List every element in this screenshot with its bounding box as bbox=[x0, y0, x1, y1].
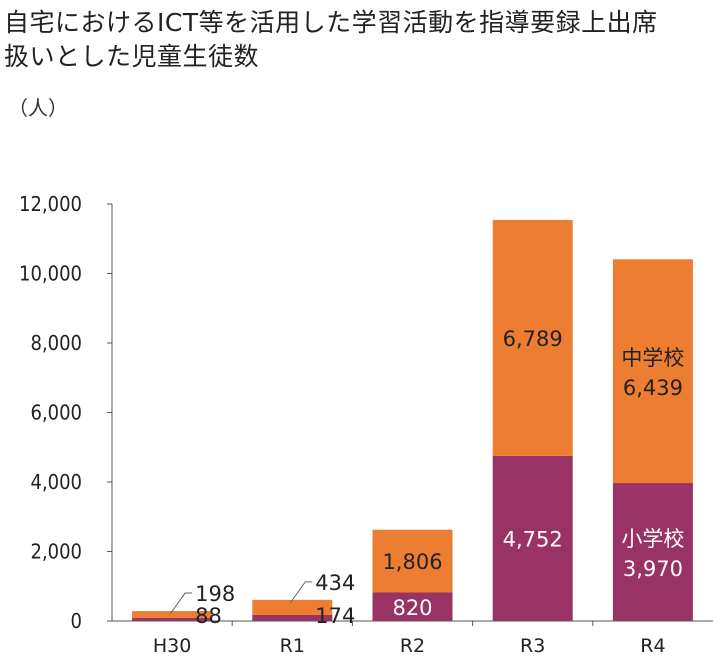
y-tick-label: 12,000 bbox=[19, 192, 82, 216]
x-tick-label: R2 bbox=[400, 635, 425, 657]
data-label-elementary: 174 bbox=[315, 604, 355, 628]
data-label-elementary: 820 bbox=[392, 596, 432, 620]
bar-segment-elementary bbox=[492, 455, 573, 621]
chart-title: 自宅におけるICT等を活用した学習活動を指導要録上出席 扱いとした児童生徒数 bbox=[4, 6, 709, 74]
bar-segment-elementary bbox=[372, 592, 453, 621]
data-label-junior-high: 434 bbox=[315, 571, 355, 595]
bar-segment-junior-high bbox=[252, 599, 333, 615]
data-label-junior-high: 198 bbox=[195, 582, 235, 606]
x-tick-label: R1 bbox=[280, 635, 305, 657]
y-tick-label: 4,000 bbox=[31, 470, 83, 494]
x-tick-label: R3 bbox=[520, 635, 545, 657]
y-tick-label: 2,000 bbox=[31, 540, 83, 564]
bar-segment-elementary bbox=[252, 614, 333, 621]
bar-segment-junior-high bbox=[492, 219, 573, 456]
leader-line bbox=[169, 592, 193, 615]
data-label-elementary: 4,752 bbox=[503, 527, 563, 551]
y-tick-label: 10,000 bbox=[19, 262, 82, 286]
bar-segment-junior-high bbox=[372, 529, 453, 593]
chart-title-line-2: 扱いとした児童生徒数 bbox=[4, 42, 260, 71]
data-label-junior-high: 6,789 bbox=[503, 327, 563, 351]
bar-segment-elementary bbox=[132, 617, 213, 621]
data-label-elementary: 88 bbox=[195, 604, 222, 628]
bar-segment-junior-high bbox=[612, 259, 693, 484]
series-name-elementary: 小学校 bbox=[621, 527, 684, 551]
data-label-elementary: 3,970 bbox=[623, 557, 683, 581]
data-label-junior-high: 1,806 bbox=[382, 550, 442, 574]
bar-segment-elementary bbox=[612, 483, 693, 621]
series-name-junior-high: 中学校 bbox=[621, 346, 684, 370]
x-tick-label: H30 bbox=[153, 635, 191, 657]
leader-line bbox=[289, 581, 313, 604]
y-tick-label: 8,000 bbox=[31, 331, 83, 355]
y-axis-unit: （人） bbox=[8, 96, 68, 120]
y-tick-label: 6,000 bbox=[31, 401, 83, 425]
x-tick-label: R4 bbox=[640, 635, 665, 657]
chart-title-line-1: 自宅におけるICT等を活用した学習活動を指導要録上出席 bbox=[4, 8, 658, 37]
bar-segment-junior-high bbox=[132, 611, 213, 618]
y-tick-label: 0 bbox=[71, 609, 82, 633]
data-label-junior-high: 6,439 bbox=[623, 376, 683, 400]
